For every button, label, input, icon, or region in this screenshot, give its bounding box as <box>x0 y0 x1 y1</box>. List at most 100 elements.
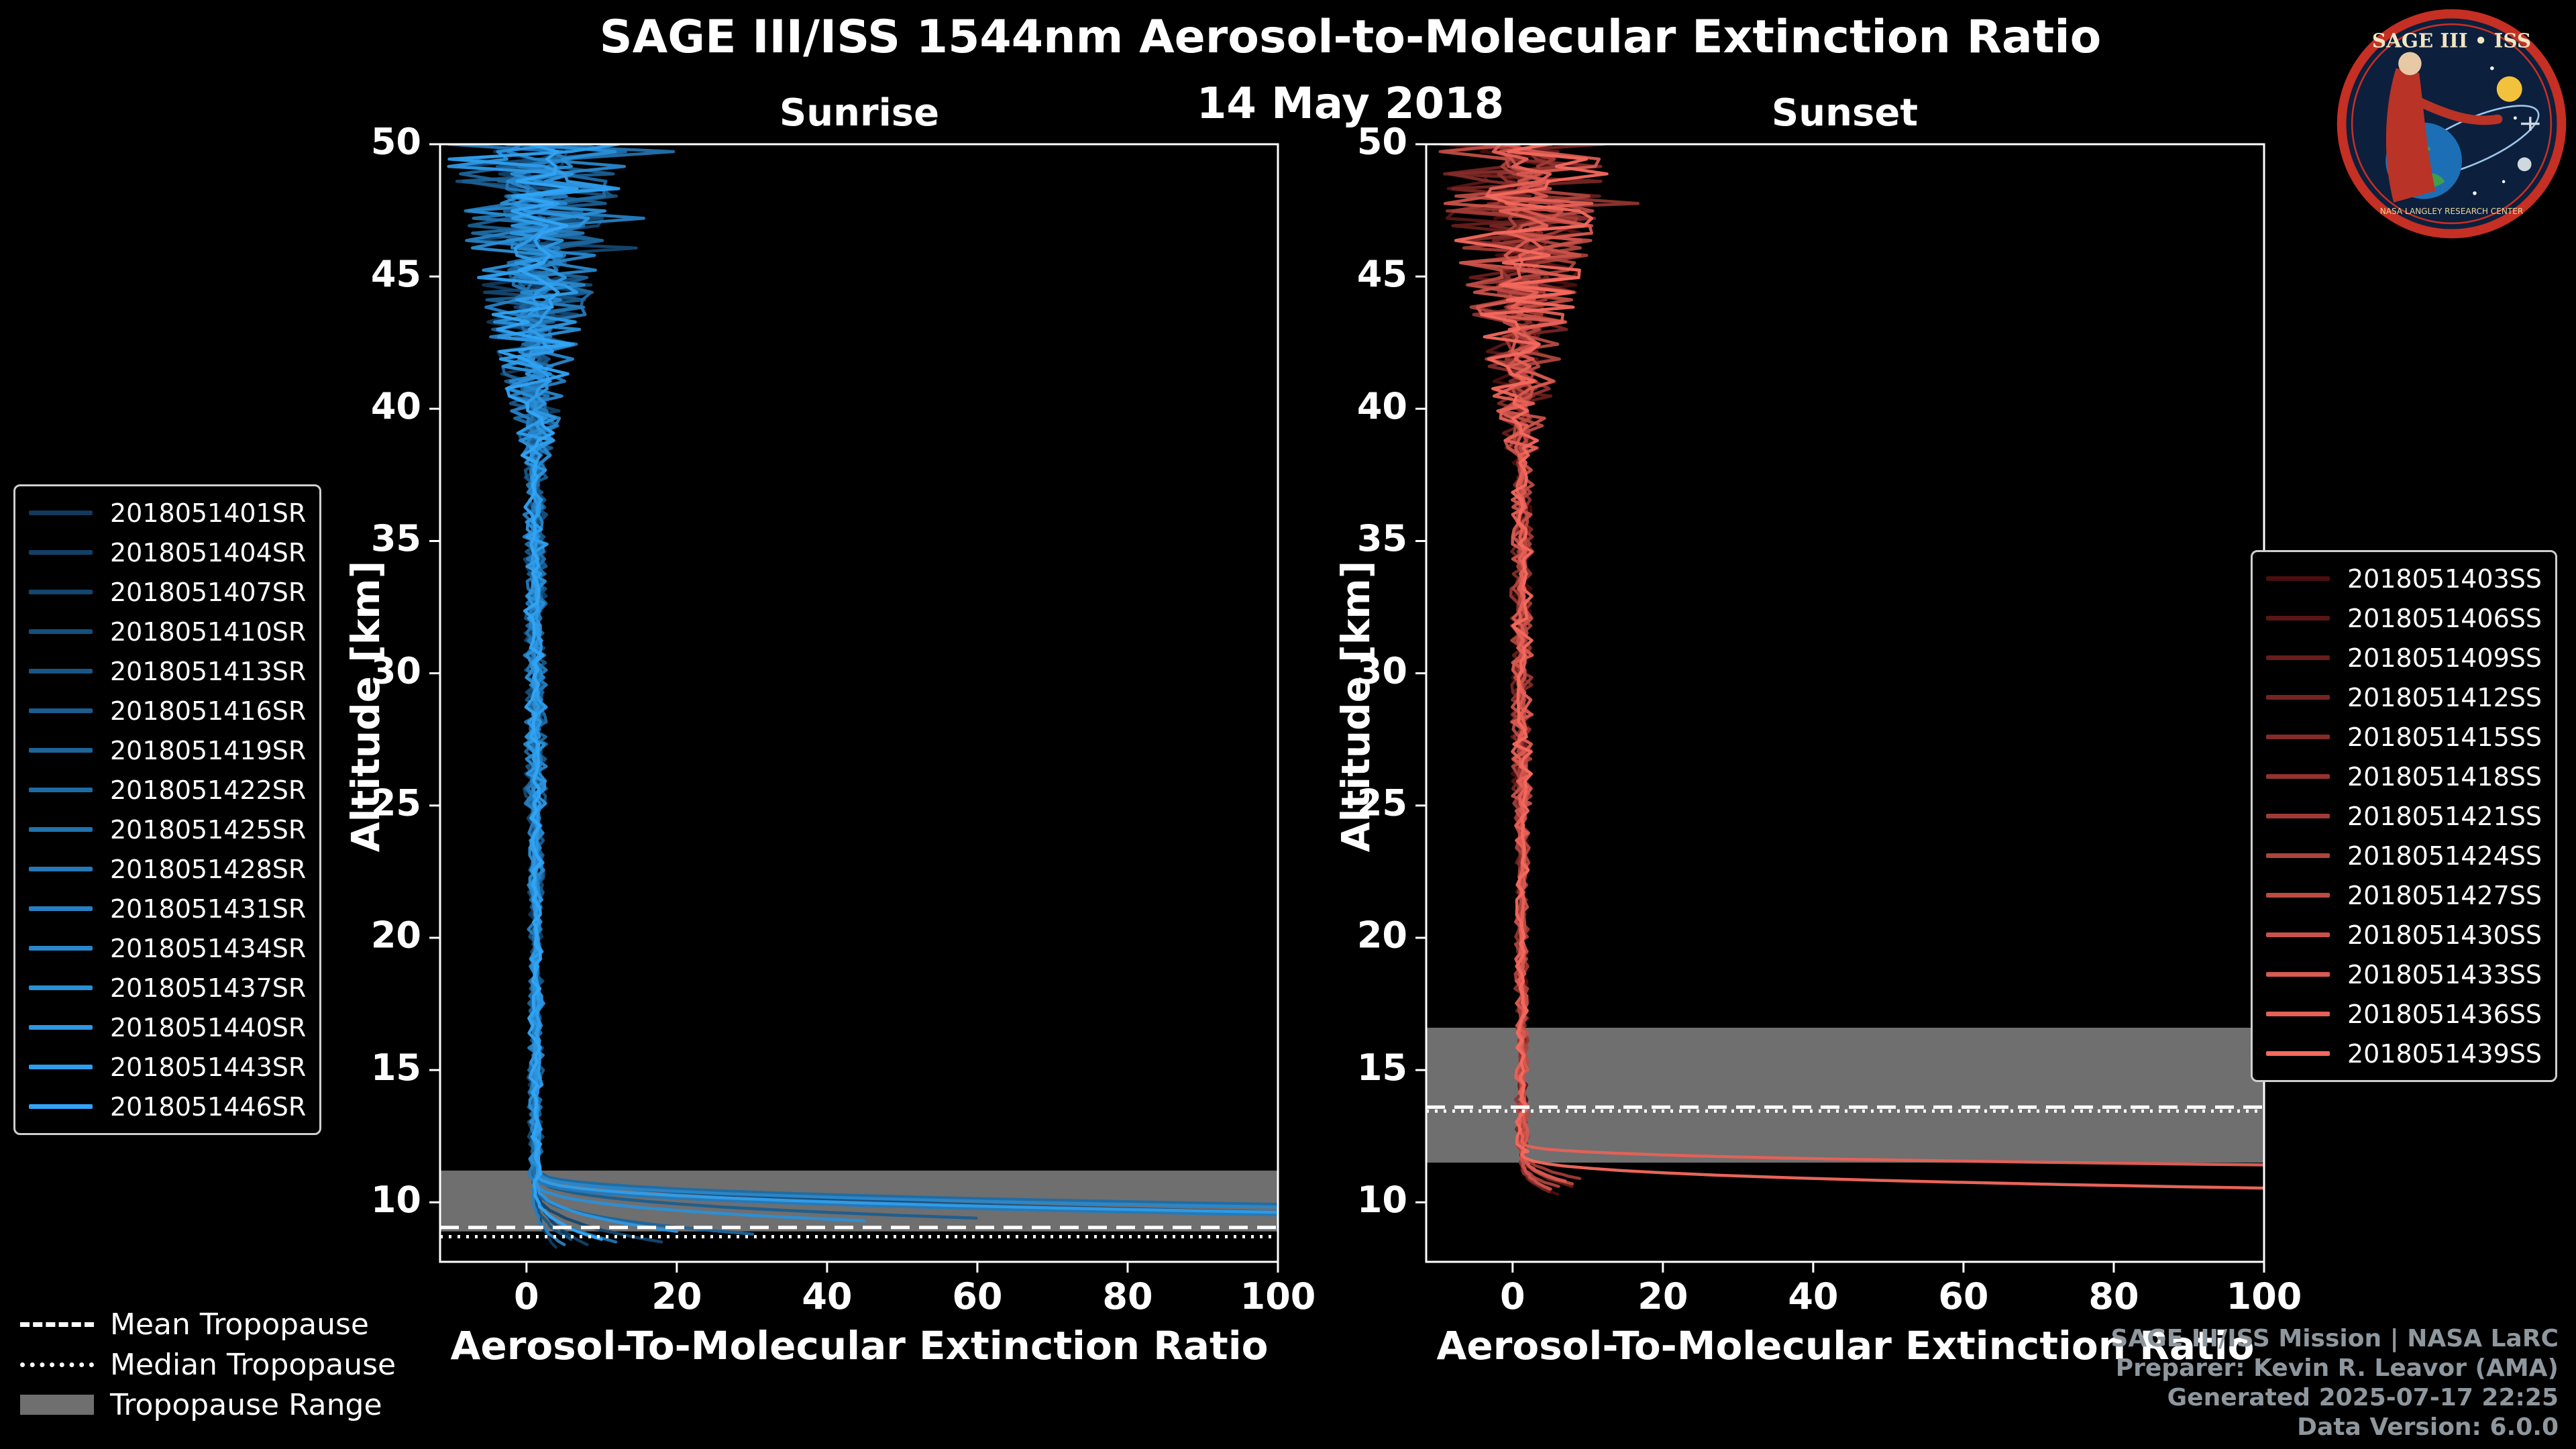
legend-line-swatch <box>29 708 93 713</box>
legend-label: 2018051436SS <box>2347 999 2542 1029</box>
legend-label: 2018051425SR <box>110 814 307 845</box>
legend-line-swatch <box>29 629 93 634</box>
x-tick-label: 20 <box>651 1275 702 1318</box>
tropopause-legend: Mean Tropopause Median Tropopause Tropop… <box>20 1304 396 1425</box>
sunrise-profiles <box>447 144 1278 1249</box>
y-tick-label: 20 <box>1357 914 1407 957</box>
y-tick-label: 25 <box>1357 782 1407 824</box>
legend-item: 2018051422SR <box>29 770 306 810</box>
legend-line-swatch <box>2265 1051 2330 1056</box>
legend-line-swatch <box>2265 814 2330 818</box>
legend-item: 2018051428SR <box>29 849 306 889</box>
y-tick-label: 25 <box>371 782 421 824</box>
legend-line-swatch <box>29 669 93 674</box>
figure-head <box>2398 52 2422 76</box>
x-tick-label: 100 <box>2226 1275 2302 1318</box>
iss-icon <box>2521 117 2540 131</box>
tropopause-range-label: Tropopause Range <box>110 1387 382 1422</box>
profile-line <box>471 144 1278 1206</box>
y-tick-label: 40 <box>371 385 421 427</box>
panel-title-sunset: Sunset <box>1771 91 1919 135</box>
legend-label: 2018051430SS <box>2347 920 2542 950</box>
legend-line-swatch <box>29 1065 93 1069</box>
legend-line-swatch <box>29 511 93 515</box>
legend-line-swatch <box>29 985 93 990</box>
legend-item: 2018051404SR <box>29 533 306 572</box>
legend-line-swatch <box>2265 932 2330 937</box>
legend-item: 2018051415SS <box>2265 717 2542 757</box>
legend-item: 2018051433SS <box>2265 955 2542 994</box>
panel-title-sunrise: Sunrise <box>779 91 940 135</box>
footer-version-line: Data Version: 6.0.0 <box>2297 1413 2559 1442</box>
logo-title: SAGE III • ISS <box>2372 29 2531 52</box>
page-title: SAGE III/ISS 1544nm Aerosol-to-Molecular… <box>599 11 2102 64</box>
legend-label: 2018051421SS <box>2347 801 2542 831</box>
legend-item: 2018051443SR <box>29 1047 306 1087</box>
y-tick-label: 45 <box>371 253 421 295</box>
robed-figure-icon <box>2385 68 2436 203</box>
legend-item: 2018051427SS <box>2265 875 2542 915</box>
legend-label: 2018051416SR <box>110 696 307 726</box>
legend-line-swatch <box>2265 893 2330 898</box>
legend-item: 2018051440SR <box>29 1008 306 1047</box>
legend-item: 2018051431SR <box>29 889 306 928</box>
x-tick-label: 0 <box>1500 1275 1525 1318</box>
legend-item: 2018051403SS <box>2265 559 2542 598</box>
moon-icon <box>2517 157 2532 172</box>
legend-item: 2018051424SS <box>2265 836 2542 875</box>
legend-label: 2018051412SS <box>2347 682 2542 712</box>
x-tick-label: 40 <box>802 1275 852 1318</box>
profile-line <box>467 144 1278 1209</box>
legend-line-swatch <box>2265 616 2330 621</box>
patch-inner-ring <box>2351 23 2553 225</box>
legend-item: 2018051401SR <box>29 493 306 533</box>
legend-line-swatch <box>29 590 93 594</box>
y-tick-label: 40 <box>1357 385 1407 427</box>
legend-line-swatch <box>2265 735 2330 739</box>
legend-item: 2018051406SS <box>2265 598 2542 638</box>
sunrise-legend: 2018051401SR 2018051404SR 2018051407SR 2018… <box>13 484 322 1135</box>
y-tick-label: 35 <box>371 517 421 559</box>
legend-label: 2018051410SR <box>110 616 307 647</box>
median-tropopause-label: Median Tropopause <box>110 1347 396 1382</box>
legend-item: 2018051407SR <box>29 572 306 612</box>
footer-credits: SAGE III/ISS Mission | NASA LaRC Prepare… <box>2110 1324 2559 1442</box>
legend-label: 2018051437SR <box>110 973 307 1003</box>
legend-line-swatch <box>2265 1012 2330 1016</box>
x-tick-label: 40 <box>1788 1275 1838 1318</box>
legend-line-swatch <box>2265 853 2330 858</box>
legend-line-swatch <box>29 748 93 753</box>
legend-label: 2018051413SR <box>110 656 307 686</box>
plot-spine <box>439 143 1279 1263</box>
legend-item: 2018051430SS <box>2265 915 2542 955</box>
y-tick-label: 10 <box>371 1179 421 1221</box>
figure-arm <box>2412 96 2503 125</box>
legend-label: 2018051419SR <box>110 735 307 765</box>
footer-generated-line: Generated 2025-07-17 22:25 <box>2167 1384 2559 1412</box>
legend-label: 2018051434SR <box>110 933 307 963</box>
profile-line <box>447 144 1278 1214</box>
x-tick-label: 80 <box>2088 1275 2139 1318</box>
profile-line <box>447 144 1278 1217</box>
x-axis-label-sunrise: Aerosol-To-Molecular Extinction Ratio <box>450 1323 1269 1368</box>
legend-line-swatch <box>29 1025 93 1030</box>
legend-label: 2018051404SR <box>110 537 307 568</box>
legend-line-swatch <box>29 788 93 792</box>
profile-line <box>447 144 679 1233</box>
profile-line <box>1485 144 2264 1167</box>
sun-icon <box>2496 76 2522 102</box>
x-tick-label: 80 <box>1102 1275 1152 1318</box>
legend-line-swatch <box>29 946 93 951</box>
legend-item: 2018051421SS <box>2265 796 2542 836</box>
y-tick-label: 50 <box>1357 121 1407 163</box>
y-tick-label: 30 <box>371 649 421 692</box>
y-tick-label: 10 <box>1357 1179 1407 1221</box>
legend-item: 2018051436SS <box>2265 994 2542 1034</box>
legend-label: 2018051422SR <box>110 775 307 805</box>
legend-item: 2018051413SR <box>29 651 306 691</box>
median-tropopause-legend-item: Median Tropopause <box>20 1344 396 1385</box>
legend-label: 2018051431SR <box>110 894 307 924</box>
tropopause-range-band <box>1426 1028 2264 1163</box>
gray-patch-icon <box>20 1395 94 1415</box>
